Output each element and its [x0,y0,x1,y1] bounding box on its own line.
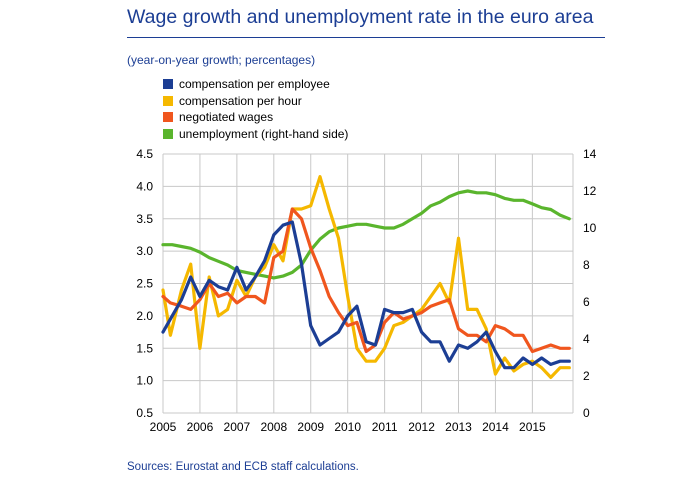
y-tick-label-left: 1.5 [136,341,153,355]
y-tick-label-right: 14 [583,147,597,161]
y-tick-label-left: 2.0 [136,309,153,323]
y-tick-label-right: 2 [583,369,590,383]
y-tick-label-left: 2.5 [136,277,153,291]
x-tick-label: 2007 [224,420,251,434]
x-tick-label: 2009 [297,420,324,434]
x-tick-label: 2014 [482,420,509,434]
title-rule [127,37,605,38]
x-tick-label: 2008 [260,420,287,434]
x-tick-label: 2006 [187,420,214,434]
line-negotiated-wages [161,207,571,354]
y-tick-label-left: 3.0 [136,244,153,258]
y-tick-label-right: 10 [583,221,597,235]
line-compensation-per-employee [161,220,571,370]
y-tick-label-right: 4 [583,332,590,346]
line-unemployment [161,189,571,280]
x-tick-label: 2013 [445,420,472,434]
legend-label: compensation per hour [179,93,302,108]
x-tick-label: 2012 [408,420,435,434]
y-tick-label-right: 6 [583,295,590,309]
y-tick-label-right: 8 [583,258,590,272]
chart-subtitle: (year-on-year growth; percentages) [127,53,316,67]
legend-label: unemployment (right-hand side) [179,126,349,141]
y-tick-label-left: 0.5 [136,406,153,420]
y-tick-label-left: 1.0 [136,374,153,388]
x-tick-label: 2015 [519,420,546,434]
y-tick-label-right: 12 [583,184,597,198]
legend-swatch [163,128,173,139]
y-tick-label-left: 4.5 [136,147,153,161]
y-tick-label-left: 4.0 [136,179,153,193]
chart-title: Wage growth and unemployment rate in the… [127,6,594,28]
x-tick-label: 2005 [150,420,177,434]
legend-label: compensation per employee [179,77,330,91]
y-tick-label-left: 3.5 [136,212,153,226]
legend-label: negotiated wages [179,110,274,124]
y-tick-label-right: 0 [583,406,590,420]
legend-swatch [163,95,173,106]
legend-swatch [163,112,173,122]
x-tick-label: 2010 [334,420,361,434]
legend-swatch [163,79,173,89]
x-tick-label: 2011 [372,420,398,434]
source-note: Sources: Eurostat and ECB staff calculat… [127,461,359,473]
